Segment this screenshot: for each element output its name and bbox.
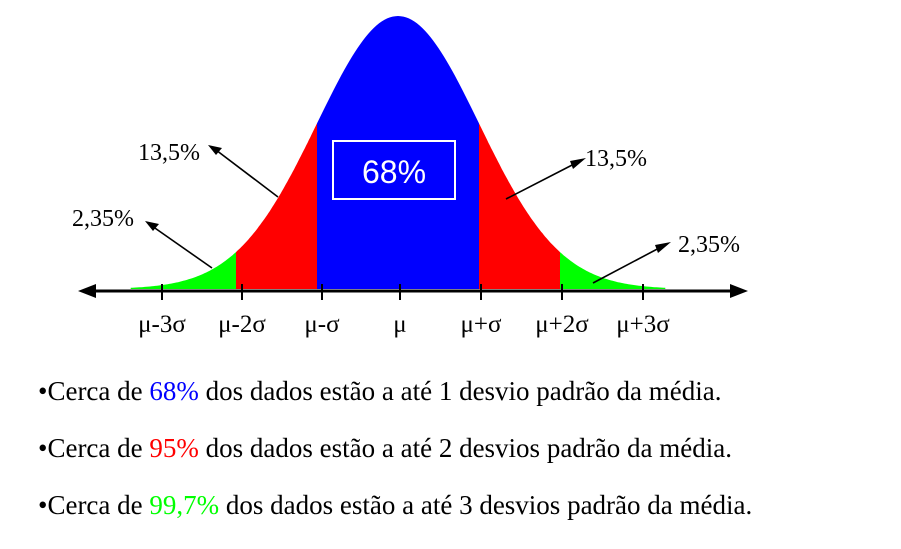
tick-label: μ-3σ <box>138 311 186 338</box>
region-inner-1sd <box>317 16 479 289</box>
region-band-2-3sd-left <box>130 252 236 289</box>
arrow-left-13 <box>215 149 279 198</box>
x-axis-left-arrow <box>78 284 96 298</box>
tick-label: μ-σ <box>304 311 340 338</box>
curve-regions <box>130 16 666 290</box>
note-prefix: Cerca de <box>47 376 150 406</box>
arrow-left-13-head <box>208 145 222 155</box>
arrow-right-235-head <box>655 242 671 253</box>
note-suffix: dos dados estão a até 2 desvios padrão d… <box>198 433 732 463</box>
arrow-right-13-head <box>570 158 586 169</box>
note-3sd: •Cerca de 99,7% dos dados estão a até 3 … <box>38 490 752 521</box>
note-suffix: dos dados estão a até 3 desvios padrão d… <box>219 490 753 520</box>
arrow-right-235 <box>592 245 664 284</box>
note-value: 99,7% <box>149 490 220 520</box>
annotation-right-235: 2,35% <box>678 232 740 258</box>
region-band-1-2sd-right <box>479 123 560 290</box>
note-value: 68% <box>149 376 199 406</box>
tick-label: μ+σ <box>461 311 503 338</box>
note-value: 95% <box>149 433 199 463</box>
annotation-left-235: 2,35% <box>72 206 134 232</box>
tick-label: μ+2σ <box>535 311 589 338</box>
region-band-1-2sd-left <box>236 123 317 290</box>
x-axis-right-arrow <box>730 284 748 298</box>
note-bullet: • <box>38 376 48 406</box>
tick-label: μ-2σ <box>218 311 266 338</box>
note-prefix: Cerca de <box>47 490 150 520</box>
axis-ticks: μ-3σ μ-2σ μ-σ μ μ+σ μ+2σ μ+3σ <box>138 284 670 338</box>
note-suffix: dos dados estão a até 1 desvio padrão da… <box>198 376 722 406</box>
region-band-2-3sd-right <box>560 252 666 289</box>
annotation-arrows <box>145 145 671 284</box>
annotation-right-13: 13,5% <box>585 146 647 172</box>
arrow-right-13 <box>505 161 579 200</box>
note-prefix: Cerca de <box>47 433 150 463</box>
arrow-left-235 <box>151 225 213 269</box>
note-bullet: • <box>38 433 48 463</box>
note-1sd: •Cerca de 68% dos dados estão a até 1 de… <box>38 376 721 407</box>
center-label-box <box>332 140 456 200</box>
center-label: 68% <box>362 154 426 190</box>
tick-label: μ <box>393 311 406 338</box>
note-2sd: •Cerca de 95% dos dados estão a até 2 de… <box>38 433 732 464</box>
tick-label: μ+3σ <box>616 311 670 338</box>
arrow-left-235-head <box>145 221 159 231</box>
note-bullet: • <box>38 490 48 520</box>
annotation-left-13: 13,5% <box>138 140 200 166</box>
